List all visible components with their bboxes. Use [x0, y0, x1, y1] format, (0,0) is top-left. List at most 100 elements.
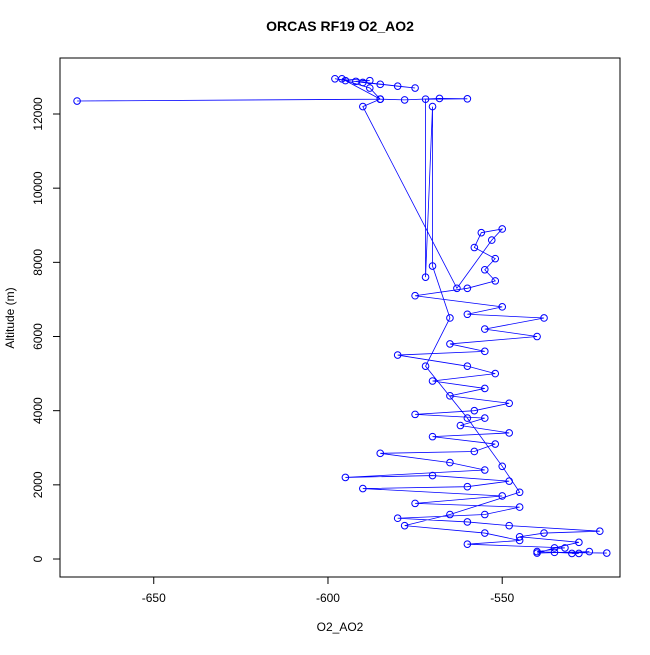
- data-point: [446, 458, 454, 467]
- data-point: [400, 96, 409, 104]
- data-point: [376, 95, 385, 103]
- data-point: [491, 369, 500, 378]
- data-point: [595, 527, 604, 536]
- data-point: [463, 482, 472, 491]
- data-point: [505, 429, 513, 437]
- data-point: [428, 432, 437, 441]
- data-point: [421, 362, 430, 370]
- y-tick-label: 6000: [31, 323, 45, 350]
- data-point: [453, 284, 461, 293]
- data-point: [505, 521, 513, 530]
- data-point: [446, 392, 454, 400]
- data-point: [463, 284, 472, 293]
- data-point: [515, 532, 524, 541]
- data-point: [561, 544, 569, 552]
- data-line: [77, 78, 607, 554]
- data-point: [602, 549, 611, 557]
- data-point: [428, 262, 437, 270]
- data-point: [515, 536, 524, 545]
- data-point: [421, 95, 430, 103]
- y-tick-label: 12000: [31, 97, 45, 131]
- data-point: [428, 471, 437, 480]
- data-point: [411, 84, 419, 92]
- data-point: [550, 544, 559, 552]
- data-point: [376, 80, 385, 89]
- data-point: [480, 325, 489, 333]
- data-point: [505, 477, 513, 485]
- data-point: [359, 102, 367, 111]
- data-point: [341, 473, 350, 482]
- data-point: [480, 265, 489, 274]
- data-point: [533, 547, 541, 556]
- data-point: [411, 291, 419, 300]
- x-axis-title: O2_AO2: [317, 620, 364, 634]
- data-point: [550, 548, 559, 557]
- data-point: [400, 521, 409, 530]
- data-point: [477, 228, 486, 237]
- data-point: [470, 406, 479, 415]
- data-point: [393, 514, 402, 523]
- data-point: [393, 82, 402, 90]
- data-point: [446, 340, 454, 348]
- data-point: [428, 102, 437, 111]
- data-point: [352, 77, 360, 86]
- data-point: [411, 499, 419, 508]
- y-tick-label: 2000: [31, 471, 45, 498]
- data-point: [359, 78, 367, 87]
- data-point: [533, 332, 541, 341]
- data-point: [376, 449, 385, 458]
- data-point: [480, 529, 489, 537]
- data-point: [480, 384, 489, 393]
- data-point: [515, 488, 524, 497]
- data-point: [515, 503, 524, 511]
- data-point: [456, 421, 465, 430]
- data-point: [428, 377, 437, 385]
- data-point: [365, 84, 374, 92]
- data-point: [480, 347, 489, 356]
- data-point: [359, 484, 367, 493]
- data-point: [463, 414, 472, 422]
- data-point: [463, 518, 472, 526]
- x-tick-label: -600: [316, 591, 340, 605]
- data-point: [505, 399, 513, 408]
- data-point: [575, 549, 583, 558]
- data-point: [446, 510, 454, 519]
- y-tick-label: 4000: [31, 397, 45, 424]
- data-point: [540, 529, 548, 537]
- data-point: [463, 540, 472, 548]
- data-point: [491, 254, 500, 263]
- data-point: [491, 440, 500, 448]
- y-axis-title: Altitude (m): [3, 287, 17, 348]
- data-point: [463, 362, 472, 370]
- data-point: [411, 410, 419, 419]
- data-point: [498, 225, 507, 233]
- data-point: [470, 243, 479, 252]
- data-point: [338, 74, 346, 83]
- data-point: [446, 314, 454, 322]
- data-point: [498, 492, 507, 500]
- data-point: [480, 466, 489, 474]
- data-point: [540, 314, 548, 322]
- data-point: [421, 273, 430, 281]
- y-tick-label: 8000: [31, 249, 45, 276]
- data-point: [365, 76, 374, 85]
- data-point: [487, 236, 496, 244]
- data-point: [575, 538, 583, 547]
- data-point: [498, 462, 507, 471]
- data-point: [480, 510, 489, 519]
- y-tick-label: 10000: [31, 171, 45, 205]
- y-tick-label: 0: [31, 555, 45, 562]
- data-point: [463, 310, 472, 319]
- data-point: [585, 547, 594, 556]
- data-point: [480, 414, 489, 422]
- data-point: [470, 447, 479, 456]
- data-point: [435, 94, 444, 103]
- x-tick-label: -650: [142, 591, 166, 605]
- chart-title: ORCAS RF19 O2_AO2: [266, 18, 414, 34]
- data-point: [498, 303, 507, 311]
- data-point: [463, 94, 472, 103]
- data-point: [73, 97, 81, 105]
